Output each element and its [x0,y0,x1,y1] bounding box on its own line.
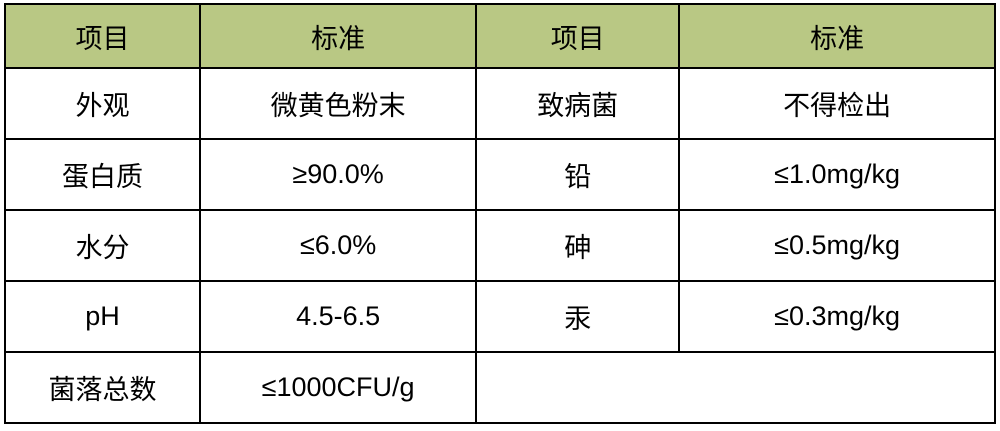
item-cell: 砷 [475,209,681,282]
standard-cell: 不得检出 [678,67,996,140]
header-cell-standard-left: 标准 [199,3,478,69]
standard-cell: ≤0.3mg/kg [678,280,996,353]
item-cell: pH [3,280,202,353]
standard-cell: ≤1000CFU/g [199,351,478,424]
product-spec-table: 项目 标准 项目 标准 外观 微黄色粉末 致病菌 不得检出 蛋白质 ≥90.0%… [3,3,996,424]
standard-cell: 4.5-6.5 [199,280,478,353]
item-cell: 水分 [3,209,202,282]
table-row: pH 4.5-6.5 汞 ≤0.3mg/kg [3,280,996,353]
header-cell-standard-right: 标准 [678,3,996,69]
item-cell: 蛋白质 [3,138,202,211]
item-cell: 外观 [3,67,202,140]
standard-cell: ≤0.5mg/kg [678,209,996,282]
item-cell: 菌落总数 [3,351,202,424]
table-body: 外观 微黄色粉末 致病菌 不得检出 蛋白质 ≥90.0% 铅 ≤1.0mg/kg… [3,67,996,424]
table-row: 水分 ≤6.0% 砷 ≤0.5mg/kg [3,209,996,282]
table-row: 菌落总数 ≤1000CFU/g [3,351,996,424]
item-cell: 铅 [475,138,681,211]
standard-cell: ≤1.0mg/kg [678,138,996,211]
table-row: 外观 微黄色粉末 致病菌 不得检出 [3,67,996,140]
empty-merged-cell [475,351,996,424]
header-cell-item-left: 项目 [3,3,202,69]
item-cell: 汞 [475,280,681,353]
item-cell: 致病菌 [475,67,681,140]
standard-cell: ≤6.0% [199,209,478,282]
table-row: 蛋白质 ≥90.0% 铅 ≤1.0mg/kg [3,138,996,211]
standard-cell: ≥90.0% [199,138,478,211]
standard-cell: 微黄色粉末 [199,67,478,140]
header-row: 项目 标准 项目 标准 [3,3,996,69]
header-cell-item-right: 项目 [475,3,681,69]
